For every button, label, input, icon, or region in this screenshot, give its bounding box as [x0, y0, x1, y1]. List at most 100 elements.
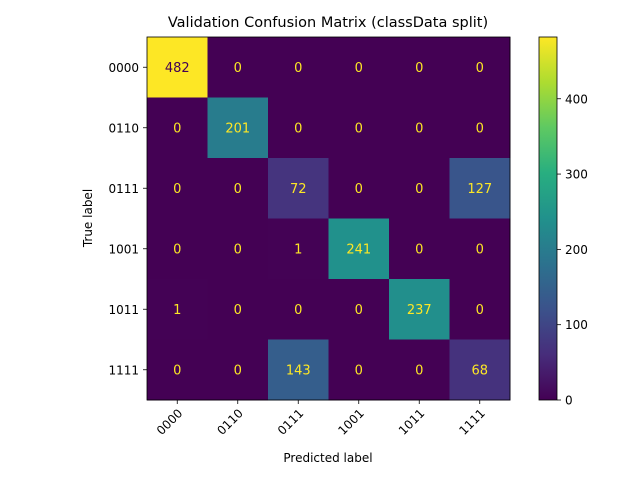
y-tick-label: 1001: [108, 242, 139, 256]
x-tick-label: 1011: [396, 406, 427, 437]
y-tick-label: 0110: [108, 121, 139, 135]
colorbar-ticks: 0 100 200 300 400: [557, 92, 588, 408]
cell-value-label: 482: [165, 61, 190, 76]
cell-value-label: 68: [471, 363, 488, 378]
chart-title: Validation Confusion Matrix (classData s…: [168, 15, 488, 31]
matrix-cell: [147, 218, 208, 280]
matrix-cell: [389, 339, 450, 401]
cell-value-label: 0: [294, 61, 302, 76]
matrix-cell: [268, 339, 329, 401]
matrix-cell: [328, 279, 390, 340]
cell-value-label: 241: [346, 242, 371, 257]
matrix-cells: [147, 37, 511, 401]
cell-value-label: 0: [173, 363, 181, 378]
matrix-cell: [268, 279, 329, 340]
cell-value-label: 0: [415, 61, 423, 76]
cell-value-label: 0: [234, 363, 242, 378]
matrix-cell: [328, 97, 390, 159]
cell-value-label: 0: [476, 121, 484, 136]
matrix-cell: [389, 279, 450, 340]
matrix-cell: [328, 218, 390, 280]
cell-value-label: 0: [415, 363, 423, 378]
matrix-cell: [449, 97, 511, 159]
matrix-cell: [147, 339, 208, 401]
matrix-cell: [147, 279, 208, 340]
cell-value-label: 1: [173, 303, 181, 318]
cell-value-label: 0: [476, 242, 484, 257]
cell-value-label: 0: [355, 363, 363, 378]
matrix-cell: [449, 158, 511, 219]
matrix-cell-labels: 482 0 0 0 0 0 0 201 0 0 0 0 0 0 72 0 0 127 0 0 1 241 0 0 1 0 0 0 237…: [165, 61, 492, 379]
colorbar-tick-label: 0: [565, 394, 573, 408]
x-axis-label: Predicted label: [283, 451, 372, 465]
cell-value-label: 0: [355, 121, 363, 136]
cell-value-label: 0: [234, 61, 242, 76]
matrix-frame: [146, 36, 511, 401]
cell-value-label: 201: [225, 121, 250, 136]
matrix-cell: [449, 279, 511, 340]
cell-value-label: 0: [234, 182, 242, 197]
matrix-cell: [328, 37, 390, 98]
cell-value-label: 0: [173, 242, 181, 257]
matrix-cell: [389, 218, 450, 280]
matrix-cell: [449, 339, 511, 401]
matrix-cell: [207, 218, 269, 280]
cell-value-label: 0: [173, 182, 181, 197]
x-tick-label: 1111: [456, 406, 487, 437]
matrix-cell: [147, 97, 208, 159]
x-tick-label: 0000: [154, 406, 185, 437]
colorbar-tick-label: 200: [565, 243, 588, 257]
cell-value-label: 0: [476, 61, 484, 76]
colorbar-tick-label: 300: [565, 168, 588, 182]
y-tick-label: 1111: [108, 363, 139, 377]
colorbar-tick-label: 400: [565, 92, 588, 106]
matrix-cell: [207, 97, 269, 159]
cell-value-label: 0: [234, 242, 242, 257]
y-tick-label: 0111: [108, 182, 139, 196]
matrix-cell: [207, 158, 269, 219]
y-tick-label: 0000: [108, 61, 139, 75]
matrix-cell: [207, 37, 269, 98]
matrix-cell: [389, 97, 450, 159]
x-tick-label: 0111: [275, 406, 306, 437]
cell-value-label: 0: [355, 61, 363, 76]
cell-value-label: 0: [476, 303, 484, 318]
matrix-cell: [449, 218, 511, 280]
cell-value-label: 1: [294, 242, 302, 257]
x-tick-label: 0110: [214, 406, 245, 437]
matrix-cell: [147, 37, 208, 98]
cell-value-label: 143: [286, 363, 311, 378]
y-axis-label: True label: [81, 189, 95, 248]
matrix-cell: [147, 158, 208, 219]
cell-value-label: 127: [467, 182, 492, 197]
matrix-cell: [328, 158, 390, 219]
cell-value-label: 0: [355, 182, 363, 197]
cell-value-label: 237: [407, 303, 432, 318]
colorbar: [538, 36, 558, 401]
cell-value-label: 0: [415, 121, 423, 136]
cell-value-label: 0: [355, 303, 363, 318]
matrix-cell: [268, 37, 329, 98]
matrix-cell: [268, 158, 329, 219]
matrix-cell: [449, 37, 511, 98]
matrix-cell: [268, 97, 329, 159]
matrix-cell: [328, 339, 390, 401]
cell-value-label: 0: [294, 121, 302, 136]
y-axis-ticks: 0000 0110 0111 1001 1011 1111: [108, 61, 147, 377]
cell-value-label: 0: [415, 242, 423, 257]
cell-value-label: 0: [234, 303, 242, 318]
x-tick-label: 1001: [335, 406, 366, 437]
matrix-cell: [389, 158, 450, 219]
x-axis-ticks: 0000 0110 0111 1001 1011 1111: [154, 400, 488, 438]
cell-value-label: 0: [415, 182, 423, 197]
matrix-cell: [268, 218, 329, 280]
cell-value-label: 72: [290, 182, 307, 197]
matrix-cell: [207, 279, 269, 340]
cell-value-label: 0: [173, 121, 181, 136]
colorbar-tick-label: 100: [565, 318, 588, 332]
matrix-cell: [207, 339, 269, 401]
y-tick-label: 1011: [108, 303, 139, 317]
matrix-cell: [389, 37, 450, 98]
cell-value-label: 0: [294, 303, 302, 318]
